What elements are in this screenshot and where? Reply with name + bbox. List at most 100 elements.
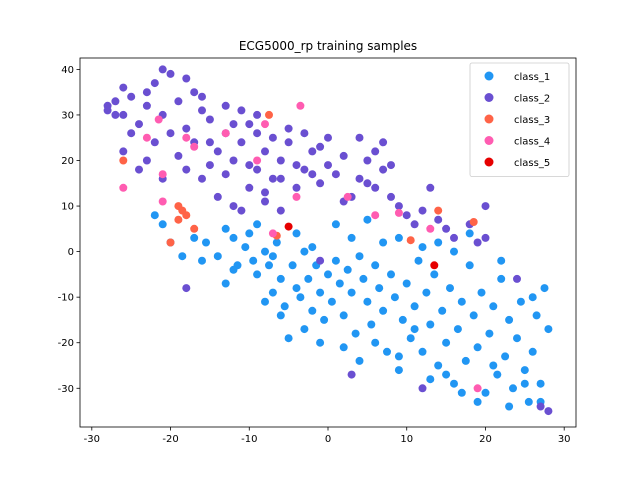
- data-point-class_2: [261, 147, 269, 156]
- data-point-class_1: [532, 311, 541, 320]
- data-point-class_1: [284, 334, 293, 343]
- data-point-class_2: [237, 138, 246, 147]
- data-point-class_1: [304, 274, 313, 283]
- data-point-class_1: [379, 306, 388, 315]
- data-point-class_1: [469, 311, 478, 320]
- data-point-class_2: [135, 165, 143, 174]
- data-point-class_2: [245, 183, 254, 192]
- data-point-class_1: [229, 265, 238, 274]
- data-point-class_3: [434, 206, 443, 215]
- data-point-class_2: [174, 97, 183, 106]
- data-point-class_1: [398, 315, 407, 324]
- legend-label-class_3: class_3: [514, 115, 550, 126]
- data-point-class_4: [154, 115, 163, 124]
- data-point-class_1: [351, 329, 360, 338]
- data-point-class_1: [253, 270, 262, 279]
- data-point-class_2: [268, 133, 277, 142]
- data-point-class_1: [457, 297, 466, 306]
- data-point-class_1: [505, 315, 514, 324]
- data-point-class_2: [135, 120, 143, 129]
- data-point-class_1: [213, 252, 222, 261]
- data-point-class_2: [119, 147, 128, 156]
- y-tick-label: -10: [58, 293, 74, 304]
- data-point-class_4: [221, 129, 230, 138]
- data-point-class_2: [324, 161, 332, 170]
- data-point-class_1: [316, 288, 325, 297]
- data-point-class_2: [300, 165, 309, 174]
- data-point-class_2: [339, 151, 348, 160]
- data-point-class_1: [394, 233, 403, 242]
- y-tick-label: 40: [61, 65, 74, 76]
- data-point-class_2: [119, 110, 128, 119]
- axes: -30 -20 -10 0 10 20 30 -30 -20 -10 0 10 20 30 40: [58, 57, 577, 445]
- data-point-class_1: [544, 325, 553, 334]
- data-point-class_1: [434, 238, 443, 247]
- data-point-class_1: [292, 229, 301, 238]
- data-point-class_2: [316, 142, 325, 151]
- data-point-class_1: [316, 338, 325, 347]
- data-point-class_1: [221, 279, 230, 288]
- data-point-class_2: [103, 101, 112, 110]
- legend-marker-class_4: [484, 136, 494, 145]
- data-point-class_1: [457, 388, 466, 397]
- data-point-class_1: [489, 361, 498, 370]
- y-tick-label: -30: [58, 384, 74, 395]
- series-class_5: [284, 222, 439, 270]
- data-point-class_1: [394, 366, 403, 375]
- data-point-class_1: [300, 325, 309, 334]
- data-point-class_1: [292, 284, 301, 293]
- data-point-class_4: [473, 384, 482, 393]
- data-point-class_2: [513, 274, 521, 283]
- data-point-class_1: [418, 243, 427, 252]
- data-point-class_4: [119, 183, 128, 192]
- data-point-class_1: [339, 343, 348, 352]
- data-point-class_2: [276, 174, 285, 183]
- data-point-class_1: [390, 293, 399, 302]
- data-point-class_1: [363, 215, 372, 224]
- data-point-class_2: [300, 129, 309, 138]
- data-point-class_2: [150, 138, 159, 147]
- data-point-class_2: [142, 88, 151, 97]
- data-point-class_1: [383, 347, 391, 356]
- data-point-class_1: [276, 311, 285, 320]
- data-point-class_1: [497, 256, 506, 265]
- data-point-class_1: [229, 233, 238, 242]
- data-point-class_1: [387, 270, 395, 279]
- data-point-class_1: [198, 256, 206, 265]
- data-point-class_2: [205, 161, 214, 170]
- data-point-class_1: [265, 261, 273, 270]
- data-point-class_2: [166, 129, 175, 138]
- data-point-class_2: [292, 161, 301, 170]
- data-point-class_1: [442, 338, 451, 347]
- data-point-class_1: [347, 233, 356, 242]
- data-point-class_1: [253, 220, 262, 229]
- data-point-class_1: [261, 297, 269, 306]
- data-point-class_1: [190, 233, 199, 242]
- data-point-class_1: [331, 220, 340, 229]
- data-point-class_3: [174, 215, 183, 224]
- data-point-class_4: [268, 229, 277, 238]
- data-point-class_1: [268, 252, 277, 261]
- data-point-class_2: [371, 183, 380, 192]
- y-tick-label: 30: [61, 110, 74, 121]
- data-point-class_2: [229, 156, 238, 165]
- data-point-class_1: [371, 261, 380, 270]
- data-point-class_2: [394, 202, 403, 211]
- legend-label-class_1: class_1: [514, 72, 550, 83]
- data-point-class_2: [363, 179, 372, 188]
- data-point-class_1: [288, 261, 297, 270]
- series-class_2: [103, 65, 553, 416]
- data-point-class_1: [481, 388, 490, 397]
- data-point-class_2: [536, 402, 545, 411]
- data-point-class_2: [221, 170, 230, 179]
- data-point-class_2: [379, 165, 388, 174]
- data-point-class_1: [406, 334, 415, 343]
- data-point-class_1: [272, 238, 281, 247]
- x-tick-label: -20: [162, 434, 178, 445]
- data-point-class_2: [182, 284, 191, 293]
- data-point-class_2: [119, 83, 128, 92]
- data-point-class_2: [316, 179, 325, 188]
- data-point-class_1: [446, 284, 454, 293]
- data-point-class_2: [198, 92, 206, 101]
